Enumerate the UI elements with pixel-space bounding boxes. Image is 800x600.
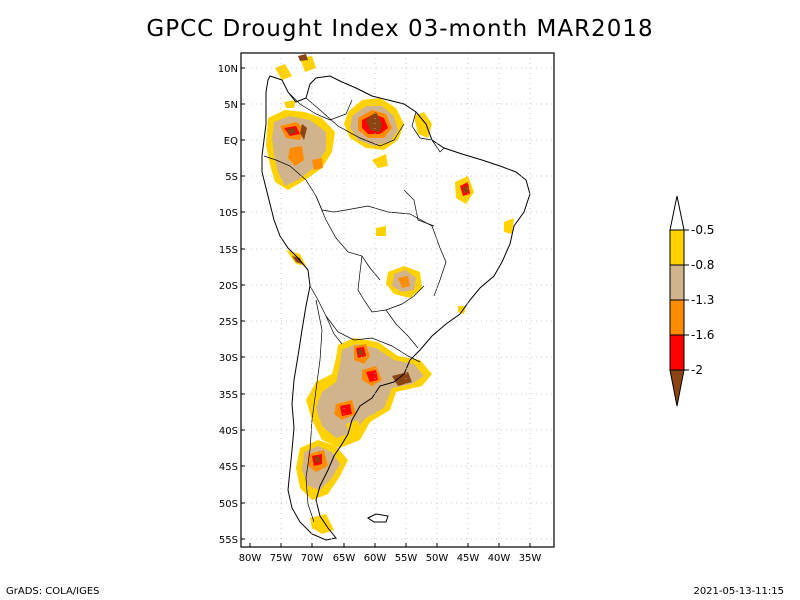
legend-label: -0.8	[691, 258, 714, 272]
legend-label: -2	[691, 363, 703, 377]
lat-label: 40S	[219, 426, 238, 437]
lat-label: EQ	[224, 136, 238, 147]
lon-label: 60W	[364, 553, 387, 564]
lon-label: 45W	[457, 553, 480, 564]
map-grid	[241, 53, 554, 547]
footer-timestamp: 2021-05-13-11:15	[693, 586, 784, 597]
country-borders	[263, 91, 447, 523]
lat-label: 55S	[219, 535, 238, 546]
lon-label: 70W	[301, 553, 324, 564]
drought-shading	[266, 54, 514, 534]
lat-labels: 10N 5N EQ 5S 10S 15S 20S 25S 30S 35S 40S…	[218, 64, 238, 546]
lon-label: 75W	[270, 553, 293, 564]
lat-label: 5S	[225, 172, 238, 183]
lon-label: 35W	[519, 553, 542, 564]
legend-label: -0.5	[691, 223, 714, 237]
lon-label: 55W	[395, 553, 418, 564]
footer-credit: GrADS: COLA/IGES	[6, 586, 100, 597]
legend-label: -1.3	[691, 293, 714, 307]
legend-swatch-moderate	[669, 229, 685, 266]
falkland-islands	[367, 513, 389, 523]
lat-label: 5N	[224, 100, 238, 111]
lat-label: 25S	[219, 317, 238, 328]
ticks	[241, 67, 531, 547]
lon-label: 65W	[333, 553, 356, 564]
legend-colorbar: -0.5 -0.8 -1.3 -1.6 -2	[669, 195, 714, 407]
legend-swatch-severe	[669, 264, 685, 301]
lon-label: 40W	[488, 553, 511, 564]
lat-label: 20S	[219, 281, 238, 292]
legend-arrow-top	[669, 195, 685, 231]
lon-labels: 80W 75W 70W 65W 60W 55W 50W 45W 40W 35W	[239, 553, 542, 564]
lat-label: 10S	[219, 208, 238, 219]
lat-label: 10N	[218, 64, 238, 75]
legend-label: -1.6	[691, 328, 714, 342]
lon-label: 50W	[426, 553, 449, 564]
lon-label: 80W	[239, 553, 262, 564]
legend-swatch-very-severe	[669, 299, 685, 336]
lat-label: 15S	[219, 245, 238, 256]
map-title: GPCC Drought Index 03-month MAR2018	[146, 16, 654, 42]
lat-label: 50S	[219, 499, 238, 510]
lat-label: 30S	[219, 353, 238, 364]
lat-label: 45S	[219, 462, 238, 473]
legend-swatch-extreme	[669, 334, 685, 371]
lat-label: 35S	[219, 390, 238, 401]
legend-arrow-bottom	[669, 369, 685, 407]
